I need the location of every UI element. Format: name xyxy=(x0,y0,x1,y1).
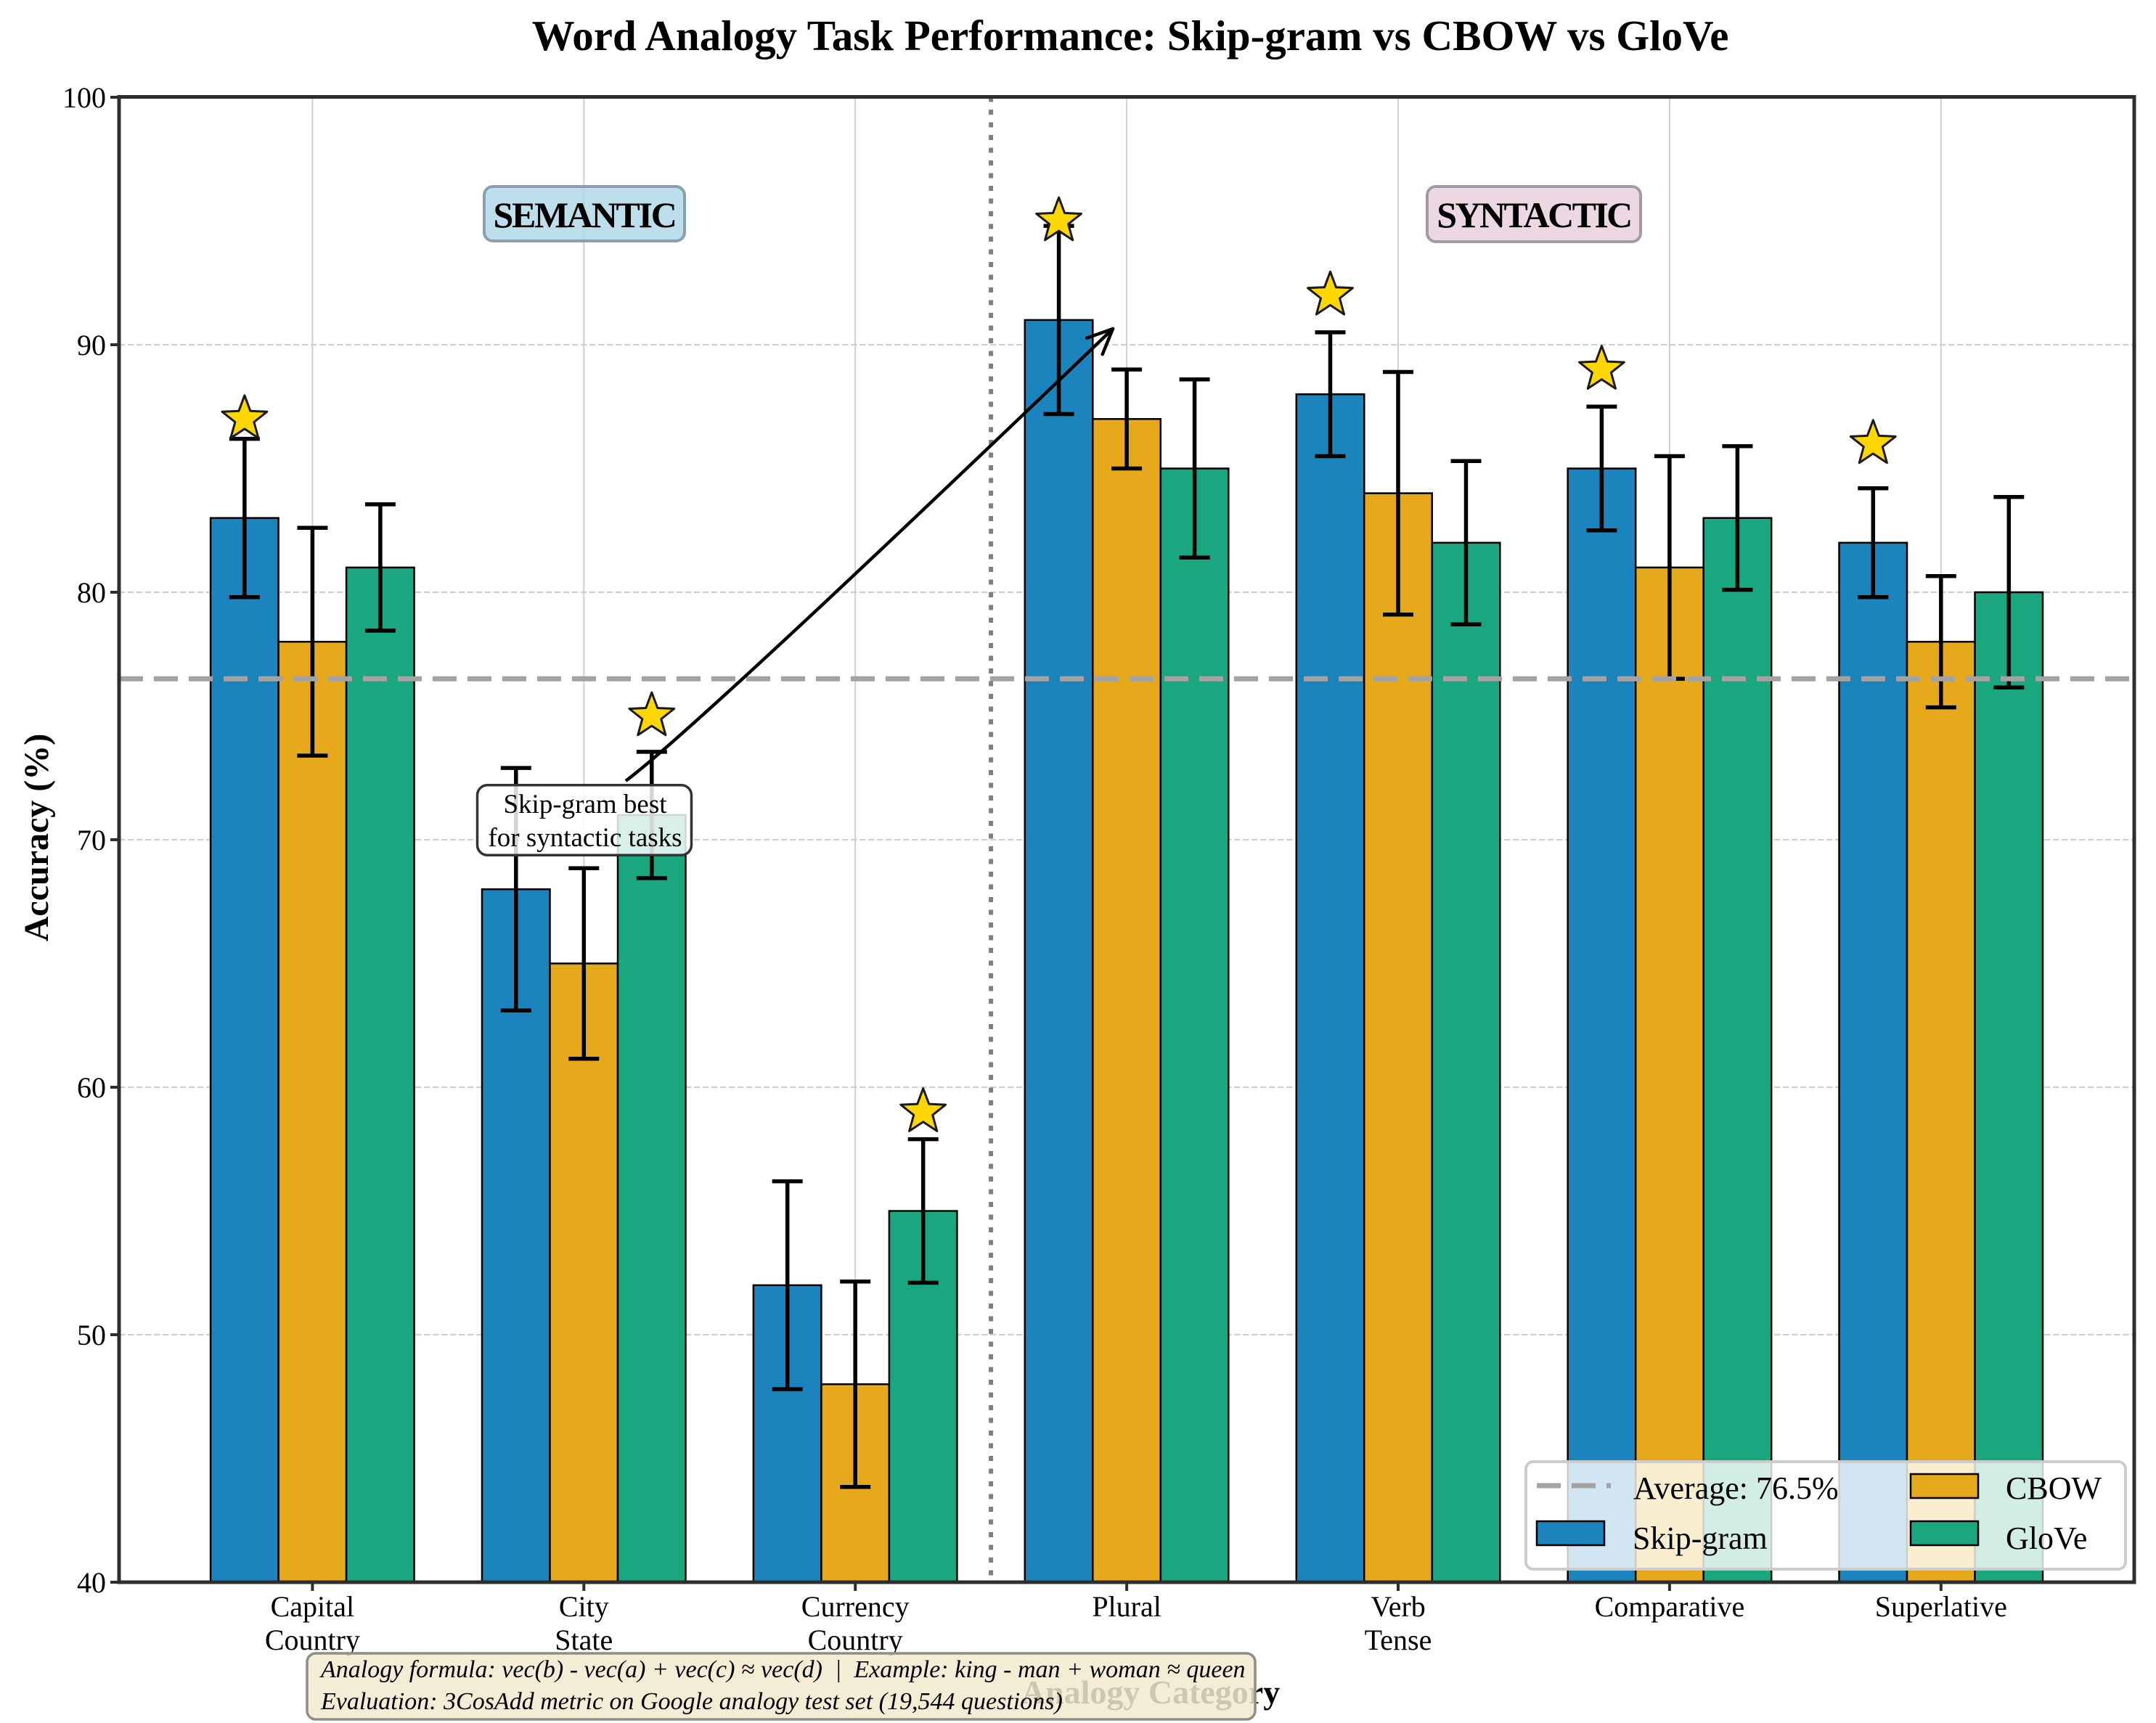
svg-text:Currency: Currency xyxy=(801,1590,910,1623)
svg-text:CBOW: CBOW xyxy=(2006,1470,2102,1506)
svg-text:SYNTACTIC: SYNTACTIC xyxy=(1437,195,1630,235)
svg-text:Capital: Capital xyxy=(271,1590,355,1623)
svg-text:Plural: Plural xyxy=(1092,1590,1161,1623)
svg-text:Average: 76.5%: Average: 76.5% xyxy=(1633,1470,1839,1506)
svg-text:90: 90 xyxy=(77,329,106,361)
svg-text:Superlative: Superlative xyxy=(1875,1590,2007,1623)
svg-text:Comparative: Comparative xyxy=(1595,1590,1745,1623)
svg-text:Word Analogy Task Performance:: Word Analogy Task Performance: Skip-gram… xyxy=(532,12,1729,60)
svg-text:GloVe: GloVe xyxy=(2006,1521,2087,1556)
svg-text:Verb: Verb xyxy=(1371,1590,1426,1623)
svg-text:80: 80 xyxy=(77,576,106,609)
svg-text:Tense: Tense xyxy=(1365,1624,1432,1656)
svg-text:40: 40 xyxy=(77,1566,106,1599)
svg-text:State: State xyxy=(555,1624,613,1656)
svg-text:Skip-gram: Skip-gram xyxy=(1633,1521,1768,1556)
svg-text:50: 50 xyxy=(77,1319,106,1351)
svg-text:Analogy formula: vec(b) - vec(: Analogy formula: vec(b) - vec(a) + vec(c… xyxy=(319,1656,1246,1683)
svg-text:70: 70 xyxy=(77,824,106,856)
svg-text:60: 60 xyxy=(77,1071,106,1104)
svg-text:for syntactic tasks: for syntactic tasks xyxy=(488,823,682,853)
svg-text:Country: Country xyxy=(265,1624,360,1656)
svg-text:Accuracy (%): Accuracy (%) xyxy=(17,734,56,942)
svg-text:100: 100 xyxy=(62,81,106,114)
svg-text:SEMANTIC: SEMANTIC xyxy=(493,195,675,235)
svg-text:Evaluation: 3CosAdd metric on: Evaluation: 3CosAdd metric on Google ana… xyxy=(320,1688,1063,1715)
svg-text:Skip-gram best: Skip-gram best xyxy=(503,790,667,819)
svg-text:City: City xyxy=(559,1590,609,1623)
svg-text:Country: Country xyxy=(808,1624,903,1656)
